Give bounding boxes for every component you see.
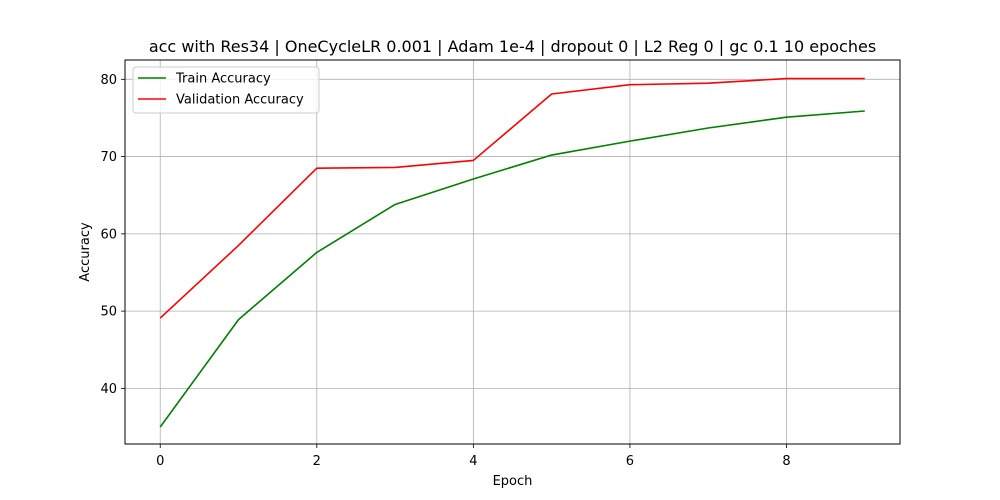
legend-box [132, 66, 320, 114]
y-tick-label: 80 [100, 73, 117, 88]
x-tick-label: 4 [469, 454, 477, 469]
x-axis-ticks: 0 2 4 6 8 [156, 444, 791, 469]
series-lines [159, 77, 865, 428]
x-tick-label: 6 [626, 454, 634, 469]
chart-title: acc with Res34 | OneCycleLR 0.001 | Adam… [149, 37, 876, 56]
y-tick-label: 40 [100, 382, 117, 397]
legend-label-train-accuracy: Train Accuracy [175, 72, 271, 87]
series-line-train-accuracy [159, 110, 865, 428]
x-tick-label: 2 [313, 454, 321, 469]
x-axis-label: Epoch [493, 474, 533, 489]
x-tick-label: 8 [782, 454, 790, 469]
legend-label-validation-accuracy: Validation Accuracy [176, 93, 304, 108]
y-tick-label: 50 [100, 305, 117, 320]
y-axis-label: Accuracy [78, 222, 93, 282]
plot-area-frame [124, 59, 901, 445]
y-tick-label: 60 [100, 227, 117, 242]
y-tick-label: 70 [100, 150, 117, 165]
chart-legend: Train Accuracy Validation Accuracy [132, 66, 320, 114]
x-tick-label: 0 [156, 454, 164, 469]
y-axis-ticks: 40 50 60 70 80 [100, 73, 125, 397]
series-line-validation-accuracy [159, 77, 865, 319]
